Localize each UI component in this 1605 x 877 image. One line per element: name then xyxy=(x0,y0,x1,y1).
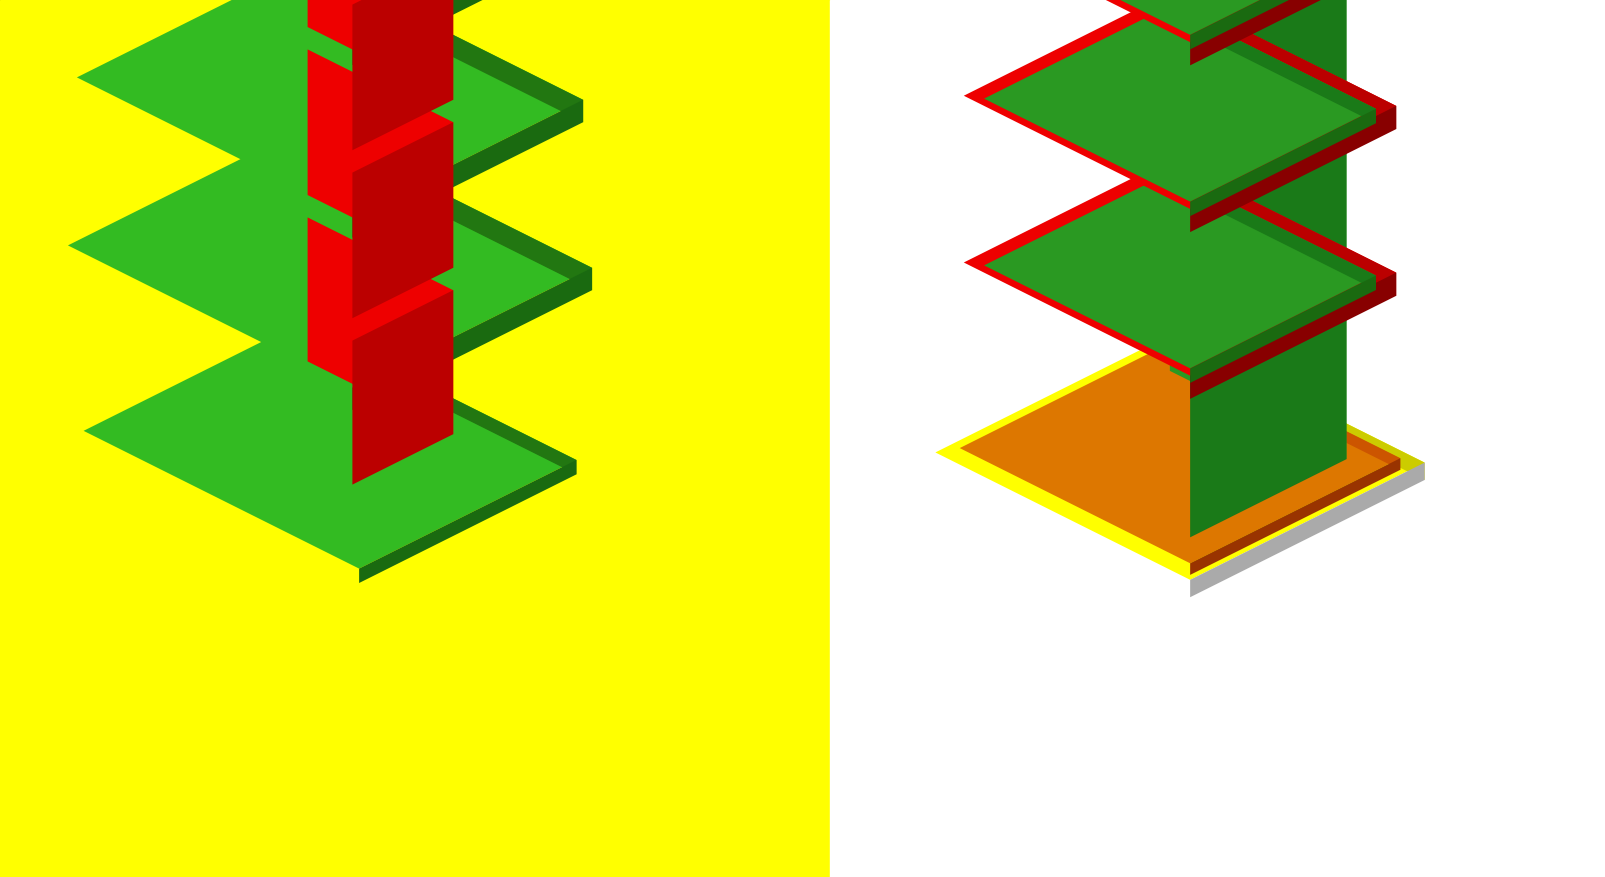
Polygon shape xyxy=(984,0,1375,35)
Polygon shape xyxy=(984,173,1375,368)
Polygon shape xyxy=(1189,273,1395,399)
Polygon shape xyxy=(1189,0,1345,17)
Polygon shape xyxy=(85,0,575,43)
Polygon shape xyxy=(1189,129,1345,350)
Polygon shape xyxy=(1168,343,1400,470)
Polygon shape xyxy=(308,125,592,290)
Polygon shape xyxy=(1168,207,1345,460)
Polygon shape xyxy=(1189,275,1375,383)
Polygon shape xyxy=(1189,109,1375,216)
Polygon shape xyxy=(1189,106,1395,232)
Polygon shape xyxy=(960,343,1400,563)
Polygon shape xyxy=(1168,40,1345,272)
Polygon shape xyxy=(1168,6,1375,124)
Polygon shape xyxy=(1168,335,1424,480)
Polygon shape xyxy=(83,322,576,568)
Polygon shape xyxy=(1168,0,1345,105)
Polygon shape xyxy=(1189,458,1400,575)
Polygon shape xyxy=(1189,0,1395,66)
Polygon shape xyxy=(1168,160,1395,296)
Polygon shape xyxy=(67,125,592,388)
Polygon shape xyxy=(984,6,1375,202)
Polygon shape xyxy=(351,267,592,410)
Polygon shape xyxy=(934,335,1424,580)
Polygon shape xyxy=(300,322,576,474)
Polygon shape xyxy=(351,0,575,65)
Polygon shape xyxy=(963,0,1395,209)
Polygon shape xyxy=(308,217,453,434)
Bar xyxy=(830,0,1605,877)
Polygon shape xyxy=(351,290,453,485)
Polygon shape xyxy=(351,122,453,318)
Polygon shape xyxy=(308,49,453,267)
Polygon shape xyxy=(1189,296,1345,538)
Polygon shape xyxy=(1168,173,1375,290)
Polygon shape xyxy=(1189,0,1345,183)
Polygon shape xyxy=(963,160,1395,375)
Polygon shape xyxy=(77,0,583,215)
Bar xyxy=(0,0,839,877)
Polygon shape xyxy=(308,0,453,100)
Polygon shape xyxy=(308,0,583,122)
Polygon shape xyxy=(1189,0,1375,49)
Polygon shape xyxy=(360,460,576,583)
Polygon shape xyxy=(963,0,1395,42)
Polygon shape xyxy=(1168,0,1395,129)
Polygon shape xyxy=(351,0,453,150)
Polygon shape xyxy=(1189,462,1424,597)
Polygon shape xyxy=(351,100,583,238)
